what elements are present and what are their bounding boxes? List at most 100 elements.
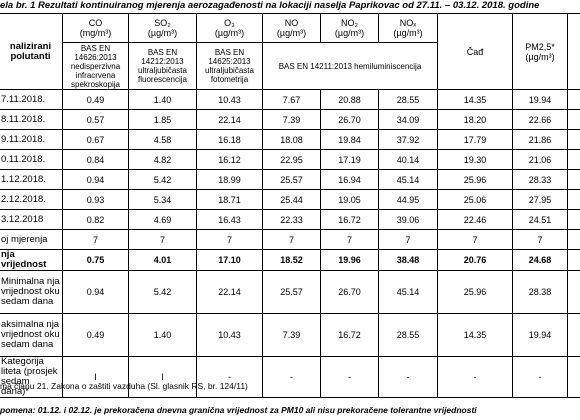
value-cell: 20.88 [320,89,379,110]
value-cell: 10.43 [196,313,263,357]
value-cell: 7 [262,229,321,250]
value-cell: 1.40 [128,313,197,357]
value-cell: 38 [567,149,580,170]
value-cell: 0.49 [62,313,129,357]
value-cell: 17.79 [437,129,513,150]
column-name: NOₓ [399,18,417,28]
value-cell: 28.55 [378,89,438,110]
value-cell: 0.82 [62,209,129,230]
value-cell: 51 [567,189,580,210]
value-cell: I [567,356,580,398]
value-cell: 7 [320,229,379,250]
value-cell: 16.94 [320,169,379,190]
column-header: O₃ (µg/m³) [196,13,263,43]
value-cell: 0.57 [62,109,129,130]
table-wrap: nalizirani polutanti CO (mg/m³) SO₂ (µg/m³) O… [0,13,580,398]
column-name: PM2,5* [525,41,555,52]
value-cell: 22.14 [196,109,263,130]
value-cell: 22.95 [262,149,321,170]
value-cell: 7 [567,229,580,250]
value-cell: 0.94 [62,169,129,190]
value-cell: 4.82 [128,149,197,170]
value-cell: 10.43 [196,89,263,110]
header-row: nalizirani polutanti CO (mg/m³) SO₂ (µg/m³) O… [0,13,580,90]
column-header: SO₂ (µg/m³) [128,13,197,43]
value-cell: 18.52 [262,249,321,271]
column-header: NOₓ (µg/m³) [378,13,438,43]
column-unit: (mg/m³) [79,28,112,38]
value-cell: I [128,356,197,398]
value-cell: 5.42 [128,169,197,190]
column-name: NO₂ [341,18,358,28]
row-label: oj mjerenja [0,229,63,250]
value-cell: 51 [567,169,580,190]
value-cell: 22.66 [512,109,568,130]
value-cell: 28 [567,89,580,110]
table-row: 8.11.2018. 0.57 1.85 22.14 7.39 26.70 34.09 18.… [0,109,580,130]
value-cell: 4.69 [128,209,197,230]
value-cell: - [437,356,513,398]
table-row: oj mjerenja777777777 [0,229,580,250]
value-cell: 44 [567,209,580,230]
row-label: 1.12.2018. [0,169,63,190]
value-cell: 19.30 [437,149,513,170]
table-row: 2.12.2018. 0.93 5.34 18.71 25.44 19.05 44.95 25… [0,189,580,210]
value-cell: 16.72 [320,209,379,230]
value-cell: 1.40 [128,89,197,110]
column-name: SO₂ [154,18,171,28]
table-row: Kategorija liteta (prosjek sedam dana)* I… [0,356,580,398]
value-cell: 19.94 [512,89,568,110]
value-cell: 26.70 [320,109,379,130]
table-body: nalizirani polutanti CO (mg/m³) SO₂ (µg/m³) O… [0,13,580,398]
value-cell: - [320,356,379,398]
row-label: 9.11.2018. [0,129,63,150]
value-cell: 7.39 [262,313,321,357]
column-header: Čađ [437,13,513,90]
value-cell: 19.94 [512,313,568,357]
value-cell: 38.48 [378,249,438,271]
value-cell: 5.34 [128,189,197,210]
value-cell: 7 [378,229,438,250]
value-cell: 27.95 [512,189,568,210]
value-cell: 28.33 [512,169,568,190]
value-cell: 19.96 [320,249,379,271]
value-cell: 14.35 [437,89,513,110]
value-cell: 39.06 [378,209,438,230]
value-cell: 37 [567,129,580,150]
value-cell: 25.57 [262,169,321,190]
column-header: NO (µg/m³) [262,13,321,43]
column-unit: (µg/m³) [570,52,580,62]
column-unit: (µg/m³) [147,28,178,38]
table-title: ela br. 1 Rezultati kontinuiranog mjeren… [0,0,540,11]
value-cell: 1.85 [128,109,197,130]
value-cell: 0.93 [62,189,129,210]
table-row: aksimalna nja vrijednost oku sedam dana 0… [0,313,580,357]
value-cell: 7 [128,229,197,250]
value-cell: 7 [512,229,568,250]
value-cell: 0.75 [62,249,129,271]
value-cell: 40.14 [378,149,438,170]
column-header: CO (mg/m³) [62,13,129,43]
row-label: 2.12.2018. [0,189,63,210]
value-cell: 0.94 [62,270,129,314]
value-cell: 7 [62,229,129,250]
value-cell: 25.96 [437,169,513,190]
value-cell: 22.46 [437,209,513,230]
value-cell: - [512,356,568,398]
method-cell: BAS EN 14626:2013 nedisperzivna infracrv… [62,42,129,90]
value-cell: 18.20 [437,109,513,130]
value-cell: 19.05 [320,189,379,210]
value-cell: 37.92 [378,129,438,150]
column-name: O₃ [224,18,235,28]
method-cell: BAS EN 14625:2013 ultraljubičasta fotome… [196,42,263,90]
value-cell: 24.68 [512,249,568,271]
value-cell: 18.08 [262,129,321,150]
column-name: CO [88,18,103,28]
value-cell: 18.71 [196,189,263,210]
table-row: 7.11.2018. 0.49 1.40 10.43 7.67 20.88 28.55 14.… [0,89,580,110]
note: pomena: 01.12. i 02.12. je prekoračena d… [0,405,477,415]
table-row: 9.11.2018. 0.67 4.58 16.18 18.08 19.84 37.92 17… [0,129,580,150]
column-unit: (µg/m³) [525,51,555,62]
value-cell: 45.14 [378,270,438,314]
